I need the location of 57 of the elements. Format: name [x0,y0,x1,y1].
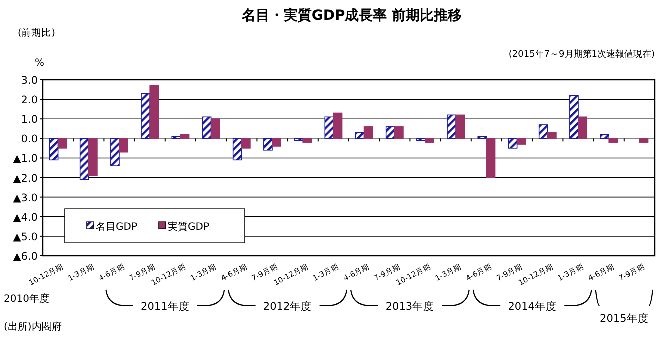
bar [210,118,220,140]
bar [516,138,526,145]
bar [447,114,456,140]
text: (出所)内閣府 [4,321,62,333]
y-axis-title: % [35,58,45,69]
legend-label: 実質GDP [168,221,210,234]
bar [570,95,579,140]
chart-subtitle: (2015年7～9月期第1次速報値現在) [508,49,655,60]
bar [202,116,212,140]
y-tick-label: ▲1.0 [13,153,38,166]
bar [578,116,588,140]
bar [425,138,434,143]
y-tick-label: ▲2.0 [13,172,38,185]
text: 2015年度 [600,312,649,325]
y-tick-label: 2.0 [21,94,38,107]
bar [608,138,618,143]
bar [538,124,548,140]
text: 2014年度 [508,300,557,313]
legend-label: 名目GDP [96,221,138,234]
bar [486,138,496,178]
bar [508,138,518,149]
bar [232,138,242,161]
bar [49,138,59,161]
bar [600,134,610,140]
y-tick-label: 1.0 [21,114,38,126]
y-tick-label: ▲6.0 [13,251,38,263]
bar [110,138,120,166]
bar [242,138,251,149]
bar [324,116,334,140]
text: 2013年度 [386,300,435,313]
y-tick-label: ▲5.0 [13,231,38,244]
bar [333,112,343,140]
bar [88,138,98,176]
bar [272,138,282,147]
y-tick-label: 3.0 [21,75,38,87]
y-tick-label: 0.0 [21,134,38,146]
chart-title: 名目・実質GDP成長率 前期比推移 [240,7,462,24]
bar [639,138,649,143]
bar [386,126,396,140]
bar [264,138,273,151]
y-tick-label: ▲4.0 [13,212,38,224]
bar [180,134,190,140]
bar [80,138,90,180]
bar [150,85,160,140]
bar [58,138,68,149]
bar [119,138,128,153]
bar [302,138,312,143]
text: 2011年度 [141,300,190,313]
bar [456,114,466,140]
bar [364,126,374,140]
bar [394,126,404,140]
text: 2012年度 [263,300,312,313]
bar [141,93,150,140]
bar [548,132,557,140]
text: (前期比) [18,27,56,39]
y-tick-label: ▲3.0 [13,192,38,204]
text: 2010年度 [4,293,50,305]
